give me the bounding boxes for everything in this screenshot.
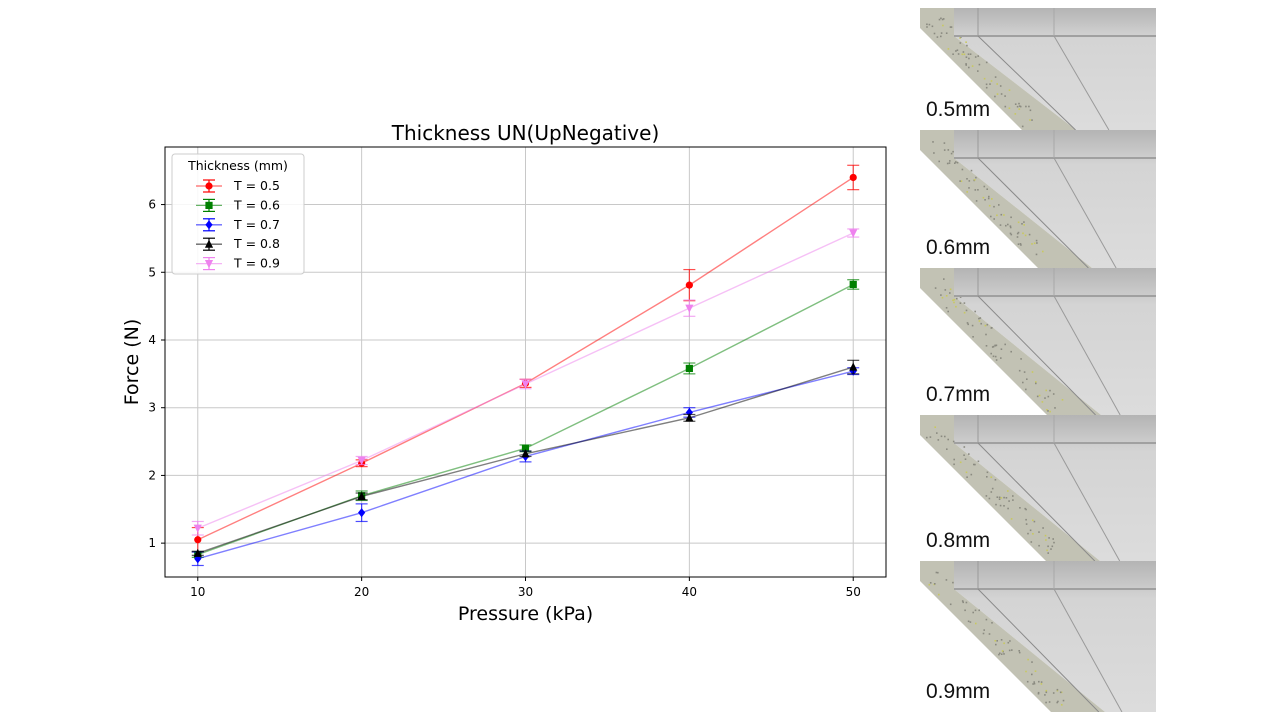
plot-border — [164, 146, 887, 578]
x-tick-label: 10 — [190, 585, 205, 599]
data-series — [191, 164, 860, 567]
y-tick-label: 4 — [148, 333, 156, 347]
y-tick-label: 2 — [148, 468, 156, 482]
series-08 — [191, 359, 860, 557]
legend-label: T = 0.8 — [233, 236, 280, 251]
data-point — [357, 456, 366, 466]
data-point — [521, 380, 530, 389]
thickness-label: 0.5mm — [926, 98, 991, 121]
simulation-panel-06: 0.6mm — [920, 130, 1156, 268]
y-tick-label: 1 — [148, 536, 156, 550]
legend-marker — [205, 201, 213, 209]
data-point — [193, 548, 202, 557]
simulation-mesh-image — [920, 415, 1156, 561]
legend: Thickness (mm) T = 0.5 T = 0.6 T = 0.7 T = … — [171, 153, 305, 275]
force-pressure-chart: 10 20 30 40 50 1 2 3 4 5 6 Thickness UN(UpNegative… — [121, 121, 887, 625]
data-point — [194, 536, 202, 544]
simulation-panel-08: 0.8mm — [920, 415, 1156, 561]
x-axis-label: Pressure (kPa) — [458, 603, 593, 625]
legend-marker — [205, 182, 213, 190]
legend-label: T = 0.9 — [233, 256, 280, 271]
x-tick-label: 50 — [846, 585, 861, 599]
data-point — [357, 491, 366, 501]
data-point — [849, 229, 858, 238]
legend-marker — [204, 239, 214, 248]
simulation-panel-07: 0.7mm — [920, 268, 1156, 415]
simulation-panel-09: 0.9mm — [920, 561, 1156, 712]
legend-title: Thickness (mm) — [187, 158, 288, 173]
simulation-mesh-image — [920, 8, 1156, 130]
legend-label: T = 0.5 — [233, 178, 280, 193]
data-point — [685, 413, 694, 422]
x-tick-label: 20 — [354, 585, 369, 599]
simulation-panels: 0.5mm 0.6mm 0.7mm 0.8mm 0.9mm — [920, 8, 1156, 712]
legend-marker — [205, 220, 213, 230]
legend-label: T = 0.7 — [233, 217, 280, 232]
data-point — [685, 364, 693, 373]
legend-label: T = 0.6 — [233, 197, 280, 212]
data-point — [849, 280, 857, 289]
y-tick-label: 5 — [148, 265, 156, 279]
thickness-label: 0.7mm — [926, 383, 991, 406]
legend-marker — [204, 260, 214, 269]
legend-entry: T = 0.6 — [196, 197, 280, 212]
y-axis-label: Force (N) — [121, 319, 143, 405]
grid-lines — [165, 147, 886, 577]
legend-entry: T = 0.7 — [196, 217, 280, 232]
y-tick-label: 3 — [148, 401, 156, 415]
thickness-label: 0.9mm — [926, 680, 991, 703]
data-point — [194, 554, 202, 564]
data-point — [358, 508, 366, 518]
data-point — [685, 407, 693, 418]
simulation-mesh-image — [920, 268, 1156, 415]
y-tick-label: 6 — [148, 198, 156, 212]
thickness-label: 0.6mm — [926, 236, 991, 259]
simulation-mesh-image — [920, 130, 1156, 268]
thickness-label: 0.8mm — [926, 529, 991, 552]
data-point — [521, 449, 530, 458]
series-09 — [191, 228, 860, 536]
x-tick-label: 40 — [682, 585, 697, 599]
data-point — [849, 362, 858, 371]
data-point — [521, 444, 530, 452]
axis-ticks: 10 20 30 40 50 1 2 3 4 5 6 — [148, 198, 861, 599]
legend-entry: T = 0.9 — [196, 256, 280, 271]
data-point — [685, 304, 694, 313]
data-point — [193, 524, 202, 533]
data-point — [685, 281, 693, 289]
legend-entry: T = 0.8 — [196, 236, 280, 251]
data-point — [849, 173, 857, 182]
legend-entry: T = 0.5 — [196, 178, 280, 193]
simulation-panel-05: 0.5mm — [920, 8, 1156, 130]
simulation-mesh-image — [920, 561, 1156, 712]
x-tick-label: 30 — [518, 585, 533, 599]
chart-title: Thickness UN(UpNegative) — [391, 121, 660, 145]
